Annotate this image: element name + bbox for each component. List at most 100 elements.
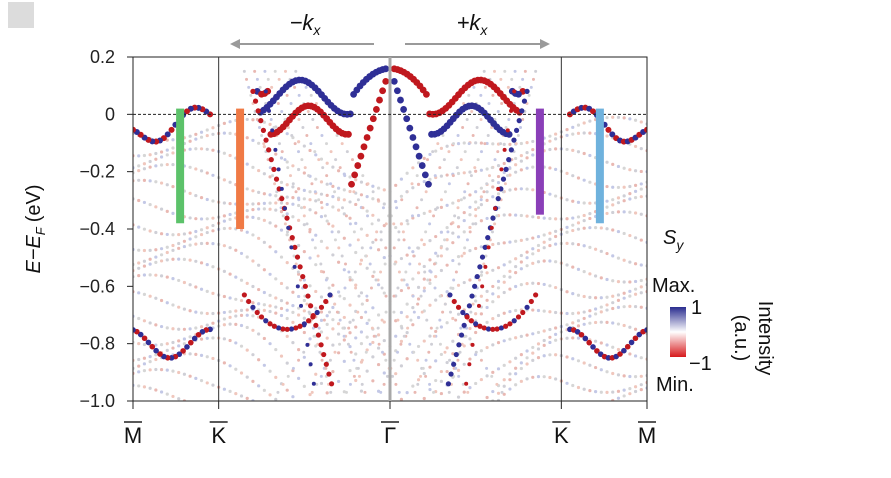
background-band-point [348,303,352,307]
background-band-point [420,238,424,242]
background-band-point [359,330,364,334]
background-band-point [245,396,249,400]
background-band-point [531,215,535,219]
background-band-point [274,311,278,315]
background-band-point [468,205,472,209]
background-band-point [565,217,569,221]
background-band-point [322,318,326,322]
background-band-point [159,155,164,159]
background-band-point [222,387,226,391]
background-band-point [449,222,453,226]
background-band-point [508,269,512,273]
background-band-point [633,262,638,266]
background-band-point [519,187,523,191]
background-band-point [137,370,141,374]
background-band-point [536,215,541,220]
background-band-point [294,69,298,73]
background-band-point [485,167,489,171]
spin-band-point [456,342,462,348]
background-band-point [340,206,344,210]
background-band-point [177,370,181,375]
background-band-point [159,324,164,329]
background-band-point [188,258,192,262]
spin-band-point [644,126,647,133]
background-band-point [245,308,249,312]
background-band-point [382,320,386,324]
background-band-point [588,119,592,123]
background-band-point [428,222,432,226]
background-band-point [137,384,141,388]
background-band-point [576,336,581,340]
background-band-point [328,358,332,362]
background-band-point [433,286,437,290]
background-band-point [257,358,261,362]
background-band-point [496,391,501,395]
background-band-point [514,383,518,387]
background-band-point [611,254,615,258]
background-band-point [408,342,412,346]
background-band-point [456,368,461,372]
background-band-point [412,254,416,258]
background-band-point [222,361,226,365]
background-band-point [268,207,272,211]
background-band-point [628,374,632,379]
background-band-point [319,262,323,266]
spin-band-point [297,264,303,270]
spin-band-point [512,89,517,94]
background-band-point [274,224,278,228]
background-band-point [137,248,141,252]
background-band-point [333,302,337,306]
background-band-point [380,286,384,290]
background-band-point [331,318,335,322]
background-band-point [639,195,643,199]
background-band-point [438,318,442,322]
background-band-point [356,198,360,202]
background-band-point [460,254,464,258]
background-band-point [257,287,261,292]
background-band-point [148,294,152,298]
background-band-point [251,314,255,318]
background-band-point [382,352,386,356]
background-band-point [582,310,586,314]
background-band-point [199,241,204,246]
background-band-point [582,294,586,299]
background-band-point [313,150,317,154]
y-tick-label: 0 [105,104,115,124]
background-band-point [445,360,449,365]
background-band-point [605,251,609,256]
background-band-point [508,213,512,217]
background-band-point [548,310,552,314]
background-band-point [268,166,272,170]
spin-band-point [133,327,136,333]
background-band-point [639,182,643,186]
spin-band-point [496,186,501,191]
background-band-point [502,280,506,284]
background-band-point [496,398,501,401]
background-band-point [432,390,436,394]
spin-band-point [498,325,504,331]
background-band-point [205,241,209,245]
background-band-point [501,190,505,194]
background-band-point [508,142,512,146]
background-band-point [171,233,175,237]
background-band-point [508,275,512,279]
background-band-point [554,194,558,198]
background-band-point [423,270,427,274]
background-band-point [331,283,335,287]
background-band-point [422,371,426,376]
background-band-point [419,374,423,378]
background-band-point [368,342,372,346]
background-band-point [478,278,482,282]
background-band-point [599,305,603,309]
background-band-point [285,195,289,199]
background-band-point [633,189,638,193]
background-band-point [413,390,417,394]
spin-band-point [168,126,175,133]
background-band-point [222,121,226,126]
background-band-point [327,222,331,226]
background-band-point [483,85,487,89]
spin-band-point [636,331,643,338]
background-band-point [453,214,457,218]
background-band-point [194,217,198,221]
background-band-point [342,268,346,272]
